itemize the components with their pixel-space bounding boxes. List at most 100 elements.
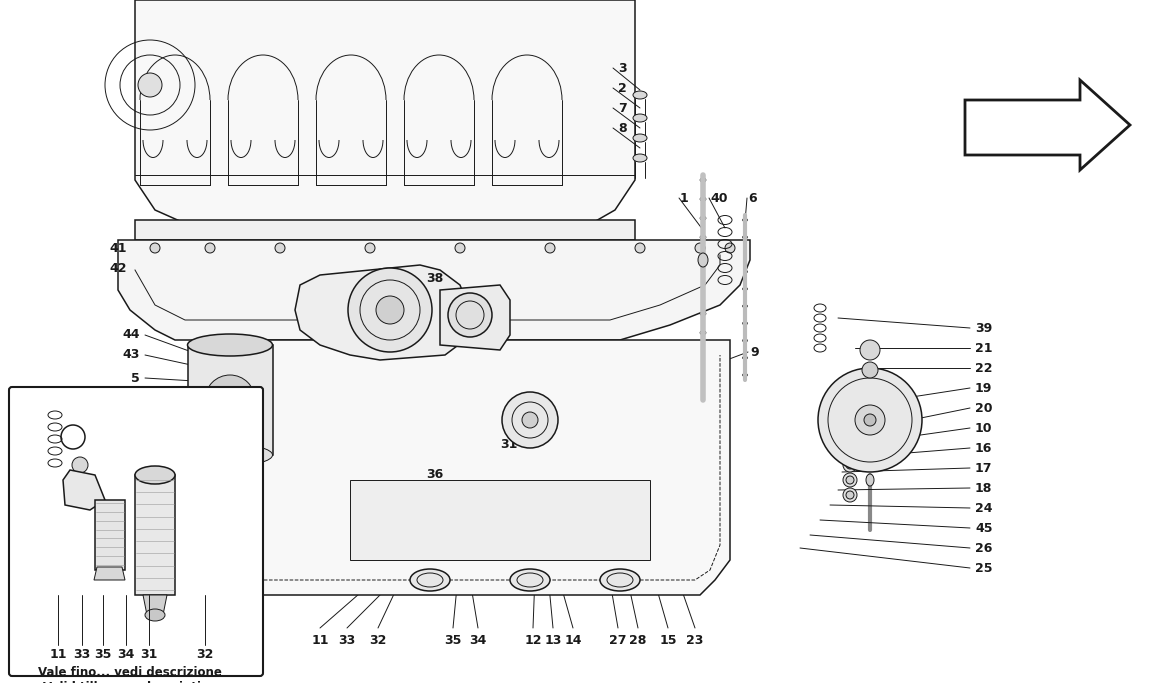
Ellipse shape [135,466,175,484]
Text: 31: 31 [140,648,158,662]
Text: 17: 17 [975,462,992,475]
Polygon shape [135,0,635,230]
Circle shape [455,243,465,253]
Text: 19: 19 [975,382,992,395]
Circle shape [389,434,401,446]
Text: 3: 3 [618,61,627,74]
Text: 20: 20 [975,402,992,415]
Text: 40: 40 [710,191,728,204]
Text: 4: 4 [242,482,250,494]
Circle shape [205,243,215,253]
Circle shape [635,243,645,253]
Circle shape [218,388,242,412]
Bar [135,475,175,595]
Ellipse shape [632,114,647,122]
Text: 25: 25 [975,561,992,574]
Ellipse shape [600,569,641,591]
Text: 42: 42 [109,262,126,275]
Text: 34: 34 [117,648,135,662]
Polygon shape [200,340,730,595]
Text: 11: 11 [312,634,329,647]
Ellipse shape [411,569,450,591]
Text: 27: 27 [610,634,627,647]
Bar [378,465,402,505]
Text: 35: 35 [444,634,461,647]
Text: 21: 21 [975,342,992,354]
Text: 29: 29 [123,411,140,425]
Ellipse shape [187,444,273,466]
Text: 31: 31 [500,438,518,451]
Text: 11: 11 [49,648,67,662]
Text: 38: 38 [427,272,444,285]
Circle shape [846,476,854,484]
Circle shape [72,457,89,473]
Circle shape [150,243,160,253]
Text: 39: 39 [975,322,992,335]
Polygon shape [143,595,167,615]
Text: 22: 22 [975,361,992,374]
Text: 12: 12 [524,634,542,647]
Ellipse shape [698,253,708,267]
Text: 16: 16 [975,441,992,454]
Circle shape [459,444,471,456]
Polygon shape [452,515,468,530]
Text: 33: 33 [74,648,91,662]
Ellipse shape [632,134,647,142]
Polygon shape [296,265,470,360]
Text: 28: 28 [629,634,646,647]
Text: 35: 35 [94,648,112,662]
Bar [448,475,471,515]
Circle shape [545,243,555,253]
Circle shape [365,243,375,253]
Text: 9: 9 [750,346,759,359]
Text: 2: 2 [618,81,627,94]
Circle shape [275,243,285,253]
Circle shape [376,296,404,324]
Text: 10: 10 [975,421,992,434]
Text: 26: 26 [975,542,992,555]
Text: 24: 24 [975,501,992,514]
Circle shape [724,243,735,253]
Circle shape [846,446,854,454]
Circle shape [448,293,492,337]
Polygon shape [452,455,478,475]
Text: Vale fino... vedi descrizione: Vale fino... vedi descrizione [38,667,222,680]
Ellipse shape [509,569,550,591]
Polygon shape [382,445,408,465]
Text: 7: 7 [618,102,627,115]
Text: 37: 37 [232,503,250,516]
Circle shape [846,461,854,469]
Text: 45: 45 [975,522,992,535]
Circle shape [854,405,886,435]
Ellipse shape [632,154,647,162]
Bar [95,500,125,570]
Text: 36: 36 [427,469,444,482]
Text: 18: 18 [975,482,992,494]
Text: 13: 13 [544,634,561,647]
Circle shape [843,473,857,487]
Text: 32: 32 [197,648,214,662]
Text: 6: 6 [748,191,757,204]
Text: 8: 8 [618,122,627,135]
Polygon shape [118,240,750,340]
Text: 30: 30 [123,391,140,404]
Circle shape [843,443,857,457]
Polygon shape [382,505,398,520]
Text: 14: 14 [565,634,582,647]
Circle shape [205,375,255,425]
Polygon shape [135,220,635,240]
Circle shape [818,368,922,472]
Text: 23: 23 [687,634,704,647]
Ellipse shape [145,609,164,621]
Text: 33: 33 [338,634,355,647]
Ellipse shape [187,334,273,356]
Circle shape [864,414,876,426]
Polygon shape [350,480,650,560]
Polygon shape [94,567,125,580]
Circle shape [846,491,854,499]
Circle shape [843,488,857,502]
Circle shape [138,73,162,97]
Bar [187,345,273,455]
Circle shape [843,458,857,472]
Circle shape [522,412,538,428]
